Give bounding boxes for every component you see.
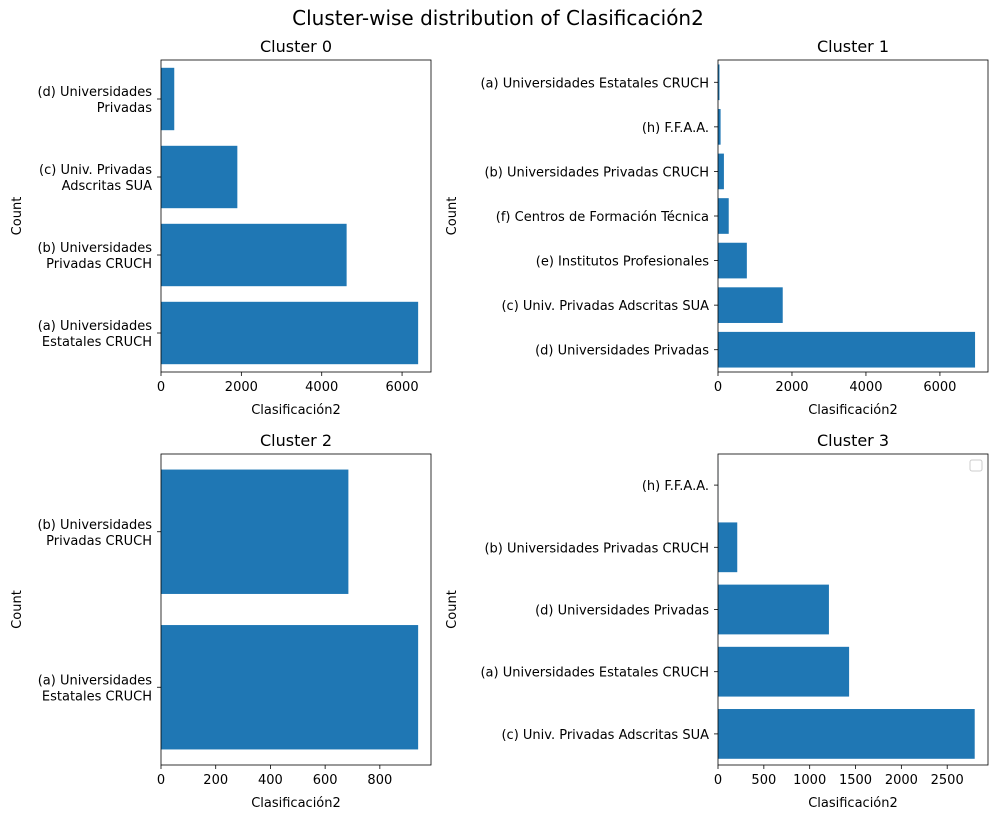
bar	[718, 647, 849, 697]
y-tick-label: (c) Univ. Privadas Adscritas SUA	[501, 728, 709, 743]
bar	[718, 709, 975, 759]
legend-box	[970, 460, 982, 471]
panel-title: Cluster 3	[817, 431, 889, 450]
bar	[718, 522, 737, 572]
x-tick-label: 2500	[931, 773, 964, 788]
x-axis-label: Clasificación2	[808, 796, 898, 811]
bar	[718, 585, 829, 635]
y-tick-label: (b) Universidades Privadas CRUCH	[484, 541, 709, 556]
y-tick-label: (d) Universidades Privadas	[535, 604, 709, 619]
y-tick-label: (h) F.F.A.A.	[642, 479, 709, 494]
y-tick-label: (a) Universidades Estatales CRUCH	[480, 666, 709, 681]
x-tick-label: 0	[714, 773, 722, 788]
x-tick-label: 2000	[885, 773, 918, 788]
x-tick-label: 1000	[793, 773, 826, 788]
x-tick-label: 1500	[839, 773, 872, 788]
y-axis-label: Count	[445, 590, 460, 629]
x-tick-label: 500	[751, 773, 776, 788]
